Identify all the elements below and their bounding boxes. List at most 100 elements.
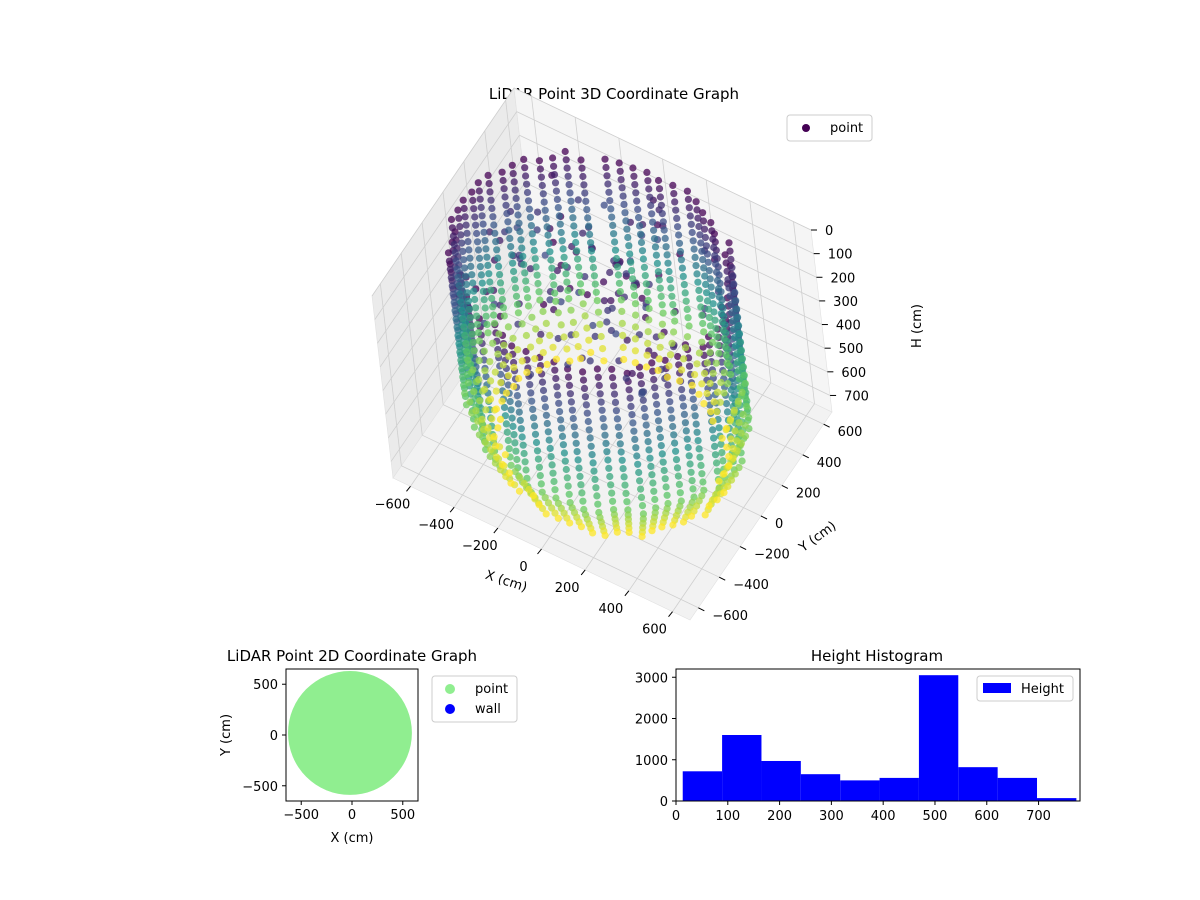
data-point-3d xyxy=(656,343,664,351)
data-point-3d xyxy=(504,381,512,389)
data-point-3d xyxy=(700,369,709,377)
data-point-3d xyxy=(475,187,483,195)
data-point-3d xyxy=(618,307,626,315)
data-point-3d xyxy=(489,339,497,347)
data-point-3d xyxy=(708,338,716,346)
legend-marker-point xyxy=(802,124,810,132)
data-point-3d xyxy=(469,279,477,287)
data-point-3d xyxy=(513,300,522,309)
data-point-3d xyxy=(577,288,586,296)
data-point-3d xyxy=(621,481,629,489)
data-point-3d xyxy=(709,426,717,434)
data-point-3d xyxy=(589,529,597,537)
data-point-3d xyxy=(570,423,578,431)
data-point-3d xyxy=(607,481,615,489)
data-point-3d xyxy=(539,349,547,357)
data-point-3d xyxy=(727,386,735,394)
data-point-3d xyxy=(511,284,520,292)
data-point-3d xyxy=(515,487,524,495)
data-point-3d xyxy=(592,288,600,296)
data-point-3d xyxy=(474,246,483,254)
data-point-3d xyxy=(698,311,706,319)
data-point-3d xyxy=(678,394,687,402)
data-point-3d xyxy=(503,428,511,436)
data-point-3d xyxy=(716,301,725,309)
data-point-3d xyxy=(705,313,714,322)
data-point-3d xyxy=(710,243,718,251)
data-point-3d xyxy=(740,371,748,379)
data-point-3d xyxy=(690,403,698,412)
grid-y-left xyxy=(421,222,444,405)
data-point-3d xyxy=(711,442,719,450)
data-point-3d xyxy=(701,511,709,519)
data-point-3d xyxy=(500,348,508,356)
data-point-3d xyxy=(651,384,659,392)
data-point-3d xyxy=(576,272,584,280)
data-point-3d xyxy=(676,377,684,385)
data-point-3d xyxy=(701,233,710,242)
data-point-3d xyxy=(631,300,640,308)
data-point-3d xyxy=(639,255,648,263)
data-point-3d xyxy=(616,440,624,448)
z-tick-label-3d: 600 xyxy=(841,366,866,381)
data-point-3d xyxy=(687,512,696,520)
data-point-3d xyxy=(711,316,719,324)
data-point-3d xyxy=(703,297,712,305)
data-point-3d xyxy=(723,424,731,432)
data-point-3d xyxy=(648,210,656,218)
data-point-3d xyxy=(720,334,728,342)
data-point-3d xyxy=(728,309,736,317)
data-point-3d xyxy=(565,490,573,498)
data-point-3d xyxy=(707,408,715,416)
data-point-3d xyxy=(620,200,628,208)
data-point-3d xyxy=(705,502,713,510)
data-point-3d xyxy=(502,420,510,428)
data-point-3d xyxy=(535,288,543,296)
data-point-3d xyxy=(517,236,525,244)
data-point-3d xyxy=(580,181,588,189)
data-point-3d xyxy=(689,395,697,403)
data-point-3d xyxy=(652,392,660,400)
data-point-3d xyxy=(536,165,545,173)
data-point-3d xyxy=(658,210,666,218)
data-point-3d xyxy=(605,464,613,472)
data-point-3d xyxy=(495,330,503,338)
data-point-3d xyxy=(454,273,462,282)
data-point-3d xyxy=(612,330,620,338)
x-tick-label-3d: 600 xyxy=(642,623,667,638)
data-point-3d xyxy=(632,444,640,452)
data-point-3d xyxy=(718,358,726,366)
data-point-3d xyxy=(569,318,578,326)
data-point-3d xyxy=(554,309,562,317)
data-point-3d xyxy=(581,393,590,401)
data-point-3d xyxy=(463,348,471,356)
data-point-3d xyxy=(741,379,749,388)
data-point-3d xyxy=(516,474,524,482)
data-point-3d xyxy=(518,244,526,252)
data-point-3d xyxy=(698,247,706,255)
data-point-3d xyxy=(501,412,509,420)
data-point-3d xyxy=(613,263,622,271)
data-point-3d xyxy=(554,391,562,399)
data-point-3d xyxy=(522,347,530,356)
data-point-3d xyxy=(508,342,516,350)
data-point-3d xyxy=(519,441,527,449)
data-point-3d xyxy=(693,360,701,368)
data-point-3d xyxy=(689,485,697,493)
data-point-3d xyxy=(515,219,523,227)
data-point-3d xyxy=(510,431,518,439)
data-point-3d xyxy=(465,305,473,313)
data-point-3d xyxy=(586,434,594,442)
data-point-3d xyxy=(666,398,674,406)
data-point-3d xyxy=(504,436,512,445)
z-tick-label-3d: 100 xyxy=(828,248,853,263)
grid-z-back xyxy=(530,229,828,373)
data-point-3d xyxy=(696,453,704,461)
data-point-3d xyxy=(630,427,638,435)
data-point-3d xyxy=(470,388,478,396)
data-point-3d xyxy=(652,251,661,259)
data-point-3d xyxy=(600,423,608,431)
data-point-3d xyxy=(724,380,732,388)
data-point-3d xyxy=(697,461,705,469)
data-point-3d xyxy=(582,197,590,205)
